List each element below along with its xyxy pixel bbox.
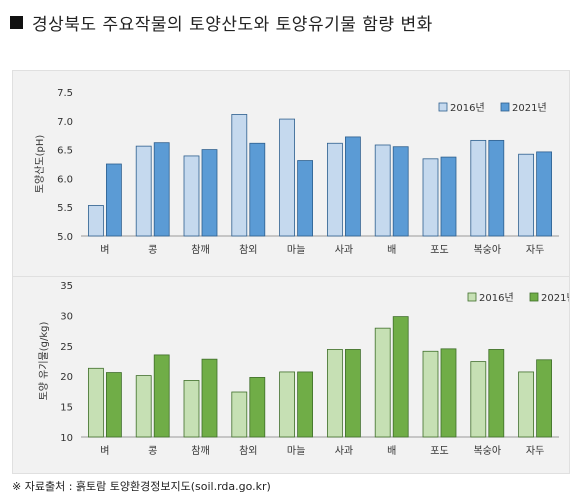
y-tick-label: 20	[60, 372, 73, 383]
bar-2016	[135, 375, 152, 438]
x-tick-label: 복숭아	[473, 445, 501, 457]
bar-2016	[231, 114, 248, 237]
bar-2016	[88, 205, 104, 237]
bar-2021	[201, 358, 218, 438]
x-tick-label: 배	[387, 244, 396, 256]
page-title: 경상북도 주요작물의 토양산도와 토양유기물 함량 변화	[32, 14, 433, 35]
bar-2021	[344, 349, 361, 438]
ph-chart-panel: 5.0 5.5 6.0 6.5 7.0 7.5 토양산도(pH) 벼 콩 참깨 참외 마늘 사과 배 포도 복…	[12, 70, 570, 277]
legend-label: 2016년	[479, 292, 514, 304]
x-tick-label: 마늘	[287, 244, 305, 256]
y-axis-label: 토양산도(pH)	[34, 135, 46, 194]
x-tick-label: 복숭아	[473, 244, 501, 256]
bar-2021	[297, 160, 314, 237]
bar-2021	[440, 156, 457, 237]
organic-matter-chart: 10 15 20 25 30 35 토양 유기물(g/kg) 벼 콩 참깨 참외 마늘 사과 배 포도 복숭아…	[38, 281, 576, 457]
y-tick-label: 25	[60, 342, 73, 353]
y-tick-label: 15	[60, 403, 73, 414]
bar-2016	[374, 327, 391, 438]
x-tick-label: 포도	[430, 245, 448, 256]
y-tick-label: 6.5	[57, 146, 73, 157]
y-tick-label: 6.0	[57, 174, 73, 185]
x-tick-label: 벼	[100, 445, 109, 457]
x-tick-label: 마늘	[287, 445, 305, 457]
y-tick-label: 7.0	[57, 117, 73, 128]
bar-2016	[135, 145, 152, 237]
legend-swatch-2016	[438, 102, 448, 112]
legend-swatch-2021	[529, 292, 539, 302]
bar-2021	[249, 142, 266, 237]
bar-2016	[183, 155, 200, 237]
bar-2021	[106, 372, 122, 438]
bar-2021	[536, 151, 552, 237]
bar-2016	[279, 118, 296, 237]
legend-label: 2016년	[450, 102, 485, 114]
x-tick-label: 벼	[100, 244, 109, 256]
y-tick-label: 5.5	[57, 203, 73, 214]
bar-2021	[153, 142, 170, 237]
x-tick-label: 배	[387, 445, 396, 457]
ph-chart: 5.0 5.5 6.0 6.5 7.0 7.5 토양산도(pH) 벼 콩 참깨 참외 마늘 사과 배 포도 복…	[34, 88, 559, 256]
organic-matter-chart-panel: 10 15 20 25 30 35 토양 유기물(g/kg) 벼 콩 참깨 참외 마늘 사과 배 포도 복숭아…	[12, 276, 576, 474]
bar-2016	[518, 153, 535, 237]
legend-label: 2021년	[512, 102, 547, 114]
y-axis-label: 토양 유기물(g/kg)	[38, 321, 50, 400]
x-tick-label: 포도	[430, 446, 448, 457]
bar-2016	[374, 144, 391, 237]
bar-2021	[297, 371, 314, 438]
x-tick-label: 참외	[239, 244, 257, 256]
source-note: ※ 자료출처 : 흙토람 토양환경정보지도(soil.rda.go.kr)	[12, 480, 271, 493]
x-tick-label: 참외	[239, 445, 257, 457]
legend-swatch-2016	[467, 292, 477, 302]
bar-2016	[422, 350, 439, 438]
bar-2021	[536, 359, 552, 438]
y-tick-label: 7.5	[57, 88, 73, 99]
bar-2021	[488, 349, 505, 438]
bar-2021	[392, 316, 409, 438]
bar-2016	[231, 391, 248, 438]
bar-2016	[326, 142, 343, 237]
x-tick-label: 콩	[148, 244, 157, 256]
bar-2021	[106, 163, 122, 237]
x-tick-label: 사과	[335, 244, 353, 256]
bar-2016	[183, 380, 200, 438]
bar-2016	[88, 367, 104, 438]
x-tick-label: 자두	[526, 445, 544, 457]
title-row: 경상북도 주요작물의 토양산도와 토양유기물 함량 변화	[10, 8, 433, 36]
bar-2016	[470, 361, 487, 438]
bar-2016	[422, 158, 439, 237]
bar-2021	[201, 149, 218, 237]
x-tick-label: 콩	[148, 445, 157, 457]
bar-2021	[249, 377, 266, 438]
bar-2021	[440, 348, 457, 438]
square-bullet-icon	[10, 15, 23, 29]
bar-2016	[279, 371, 296, 438]
y-tick-label: 30	[60, 311, 73, 322]
x-tick-label: 자두	[526, 244, 544, 256]
bar-2021	[344, 136, 361, 237]
y-tick-label: 35	[60, 281, 73, 292]
x-tick-label: 참깨	[191, 244, 209, 256]
legend-swatch-2021	[500, 102, 510, 112]
x-tick-label: 사과	[335, 445, 353, 457]
bar-2021	[392, 146, 409, 237]
bar-2016	[470, 139, 487, 237]
y-tick-label: 5.0	[57, 232, 73, 243]
bar-2021	[488, 139, 505, 237]
x-tick-label: 참깨	[191, 445, 209, 457]
bar-2016	[518, 371, 535, 438]
y-tick-label: 10	[60, 433, 73, 444]
legend-label: 2021년	[541, 292, 569, 304]
bar-2016	[326, 349, 343, 438]
bar-2021	[153, 354, 170, 438]
